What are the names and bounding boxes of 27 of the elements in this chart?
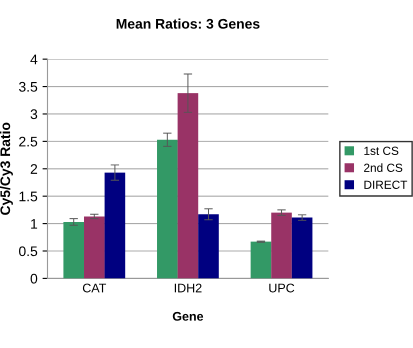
bar [157, 140, 178, 278]
bar [84, 216, 105, 278]
y-tick-label: 0.5 [19, 246, 38, 256]
bar [250, 242, 272, 278]
y-tick-label: 2.5 [19, 136, 38, 147]
y-tick-label: 3.5 [18, 82, 38, 92]
legend-label: DIRECT [364, 180, 408, 189]
y-axis-title: Cy5/Cy3 Ratio [0, 122, 13, 215]
y-tick-label: 0 [30, 274, 38, 284]
bar [292, 218, 312, 278]
y-tick-label: 3 [30, 109, 38, 120]
bar [178, 93, 198, 278]
legend-label: 1st CS [364, 146, 398, 156]
chart-title: Mean Ratios: 3 Genes [116, 18, 260, 29]
bar [104, 172, 126, 278]
y-tick-label: 1 [31, 219, 38, 229]
legend-label: 2nd CS [364, 163, 402, 172]
y-tick-label: 4 [30, 54, 38, 64]
y-tick-label: 1.5 [20, 192, 38, 202]
x-tick-label: IDH2 [174, 284, 202, 292]
x-axis-title: Gene [172, 312, 204, 321]
bar [198, 214, 219, 278]
x-tick-label: UPC [269, 284, 294, 292]
bar [271, 212, 292, 278]
x-tick-label: CAT [82, 284, 106, 292]
bar [63, 222, 84, 278]
y-tick-label: 2 [30, 164, 38, 174]
